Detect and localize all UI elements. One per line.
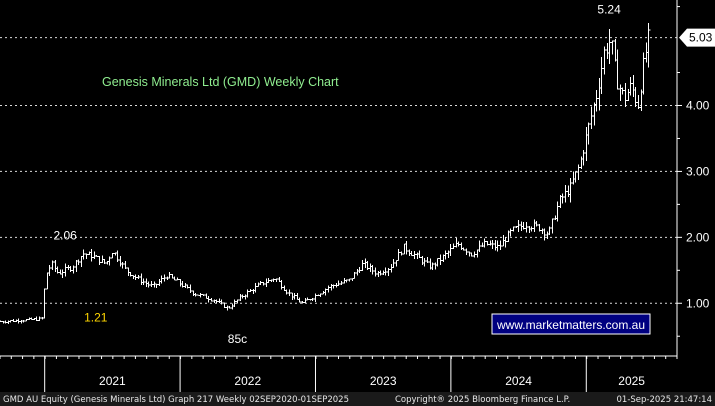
price-bars [0,22,651,325]
chart-title: Genesis Minerals Ltd (GMD) Weekly Chart [102,75,339,89]
last-value-marker: 5.03 [679,28,715,47]
y-tick-label: 3.00 [686,164,710,178]
y-tick-label: 2.00 [686,230,710,244]
footer-left: GMD AU Equity (Genesis Minerals Ltd) Gra… [3,395,349,405]
year-label: 2023 [370,374,397,388]
footer-center: Copyright® 2025 Bloomberg Finance L.P. [395,395,570,405]
price-annotation: 2.06 [53,228,77,242]
price-annotation: 85c [228,332,247,346]
y-axis-ticks: 1.00 2.00 3.00 4.00 [677,6,710,337]
price-annotation: 1.21 [84,310,108,324]
last-value-marker-shape [679,28,715,47]
footer-right: 01-Sep-2025 21:47:14 [617,395,712,405]
y-tick-label: 4.00 [686,98,710,112]
watermark-box: www.marketmatters.com.au [491,313,651,335]
year-label: 2021 [99,374,126,388]
year-label: 2025 [618,374,645,388]
x-axis-years: 2021 2022 2023 2024 2025 [0,356,678,392]
price-annotation: 5.24 [597,3,621,17]
last-value-label: 5.03 [689,31,713,45]
year-label: 2022 [234,374,261,388]
footer-bar [0,392,715,406]
watermark-text: www.marketmatters.com.au [496,318,645,332]
price-annotations: 2.06 1.21 85c 5.24 [53,3,621,346]
year-label: 2024 [505,374,532,388]
y-tick-label: 1.00 [686,296,710,310]
